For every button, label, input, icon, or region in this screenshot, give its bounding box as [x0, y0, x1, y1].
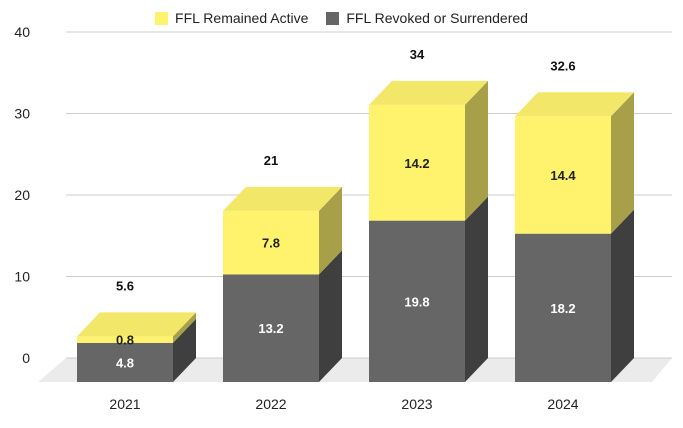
bar-side-active [173, 312, 196, 343]
bar-side-revoked [319, 250, 342, 382]
bar-top-active [369, 80, 488, 105]
bar-segment-revoked [369, 220, 465, 382]
x-tick-label: 2024 [547, 396, 578, 412]
x-tick-label: 2023 [401, 396, 432, 412]
data-label-active: 14.4 [550, 168, 576, 183]
legend-item-revoked: FFL Revoked or Surrendered [326, 10, 528, 26]
bar-segment-active [77, 336, 173, 343]
bar-side-active [319, 186, 342, 275]
data-label-revoked: 13.2 [258, 321, 283, 336]
bar-side-active [611, 92, 634, 234]
y-tick-label: 10 [14, 269, 30, 285]
data-label-total: 21 [264, 153, 278, 168]
bar-top-active [77, 312, 196, 337]
chart-floor [38, 358, 672, 382]
x-tick-label: 2021 [109, 396, 140, 412]
bar-segment-revoked [77, 342, 173, 382]
bar-segment-revoked [223, 274, 319, 382]
bar-segment-active [223, 210, 319, 275]
legend-swatch-active [155, 11, 169, 25]
data-label-revoked: 19.8 [404, 294, 429, 309]
x-tick-label: 2022 [255, 396, 286, 412]
legend-label-active: FFL Remained Active [175, 10, 309, 26]
y-tick-label: 0 [22, 350, 30, 366]
data-label-active: 14.2 [404, 156, 429, 171]
data-label-total: 32.6 [550, 58, 575, 73]
bar-side-revoked [611, 209, 634, 382]
y-tick-label: 40 [14, 24, 30, 40]
data-label-active: 7.8 [262, 236, 280, 251]
legend-swatch-revoked [326, 11, 340, 25]
bar-side-revoked [173, 318, 196, 382]
data-label-total: 34 [410, 47, 425, 62]
data-label-total: 5.6 [116, 278, 134, 293]
y-tick-label: 30 [14, 106, 30, 122]
legend-label-revoked: FFL Revoked or Surrendered [346, 10, 528, 26]
bar-segment-active [369, 104, 465, 221]
legend-item-active: FFL Remained Active [155, 10, 308, 26]
data-label-active: 0.8 [116, 333, 134, 348]
bar-top-active [223, 186, 342, 211]
data-label-revoked: 4.8 [116, 355, 134, 370]
bar-side-revoked [465, 196, 488, 382]
legend: FFL Remained Active FFL Revoked or Surre… [0, 10, 683, 26]
bar-segment-active [515, 116, 611, 234]
data-label-revoked: 18.2 [550, 301, 575, 316]
bar-side-active [465, 80, 488, 221]
y-tick-label: 20 [14, 187, 30, 203]
bar-top-active [515, 92, 634, 117]
bar-segment-revoked [515, 233, 611, 382]
